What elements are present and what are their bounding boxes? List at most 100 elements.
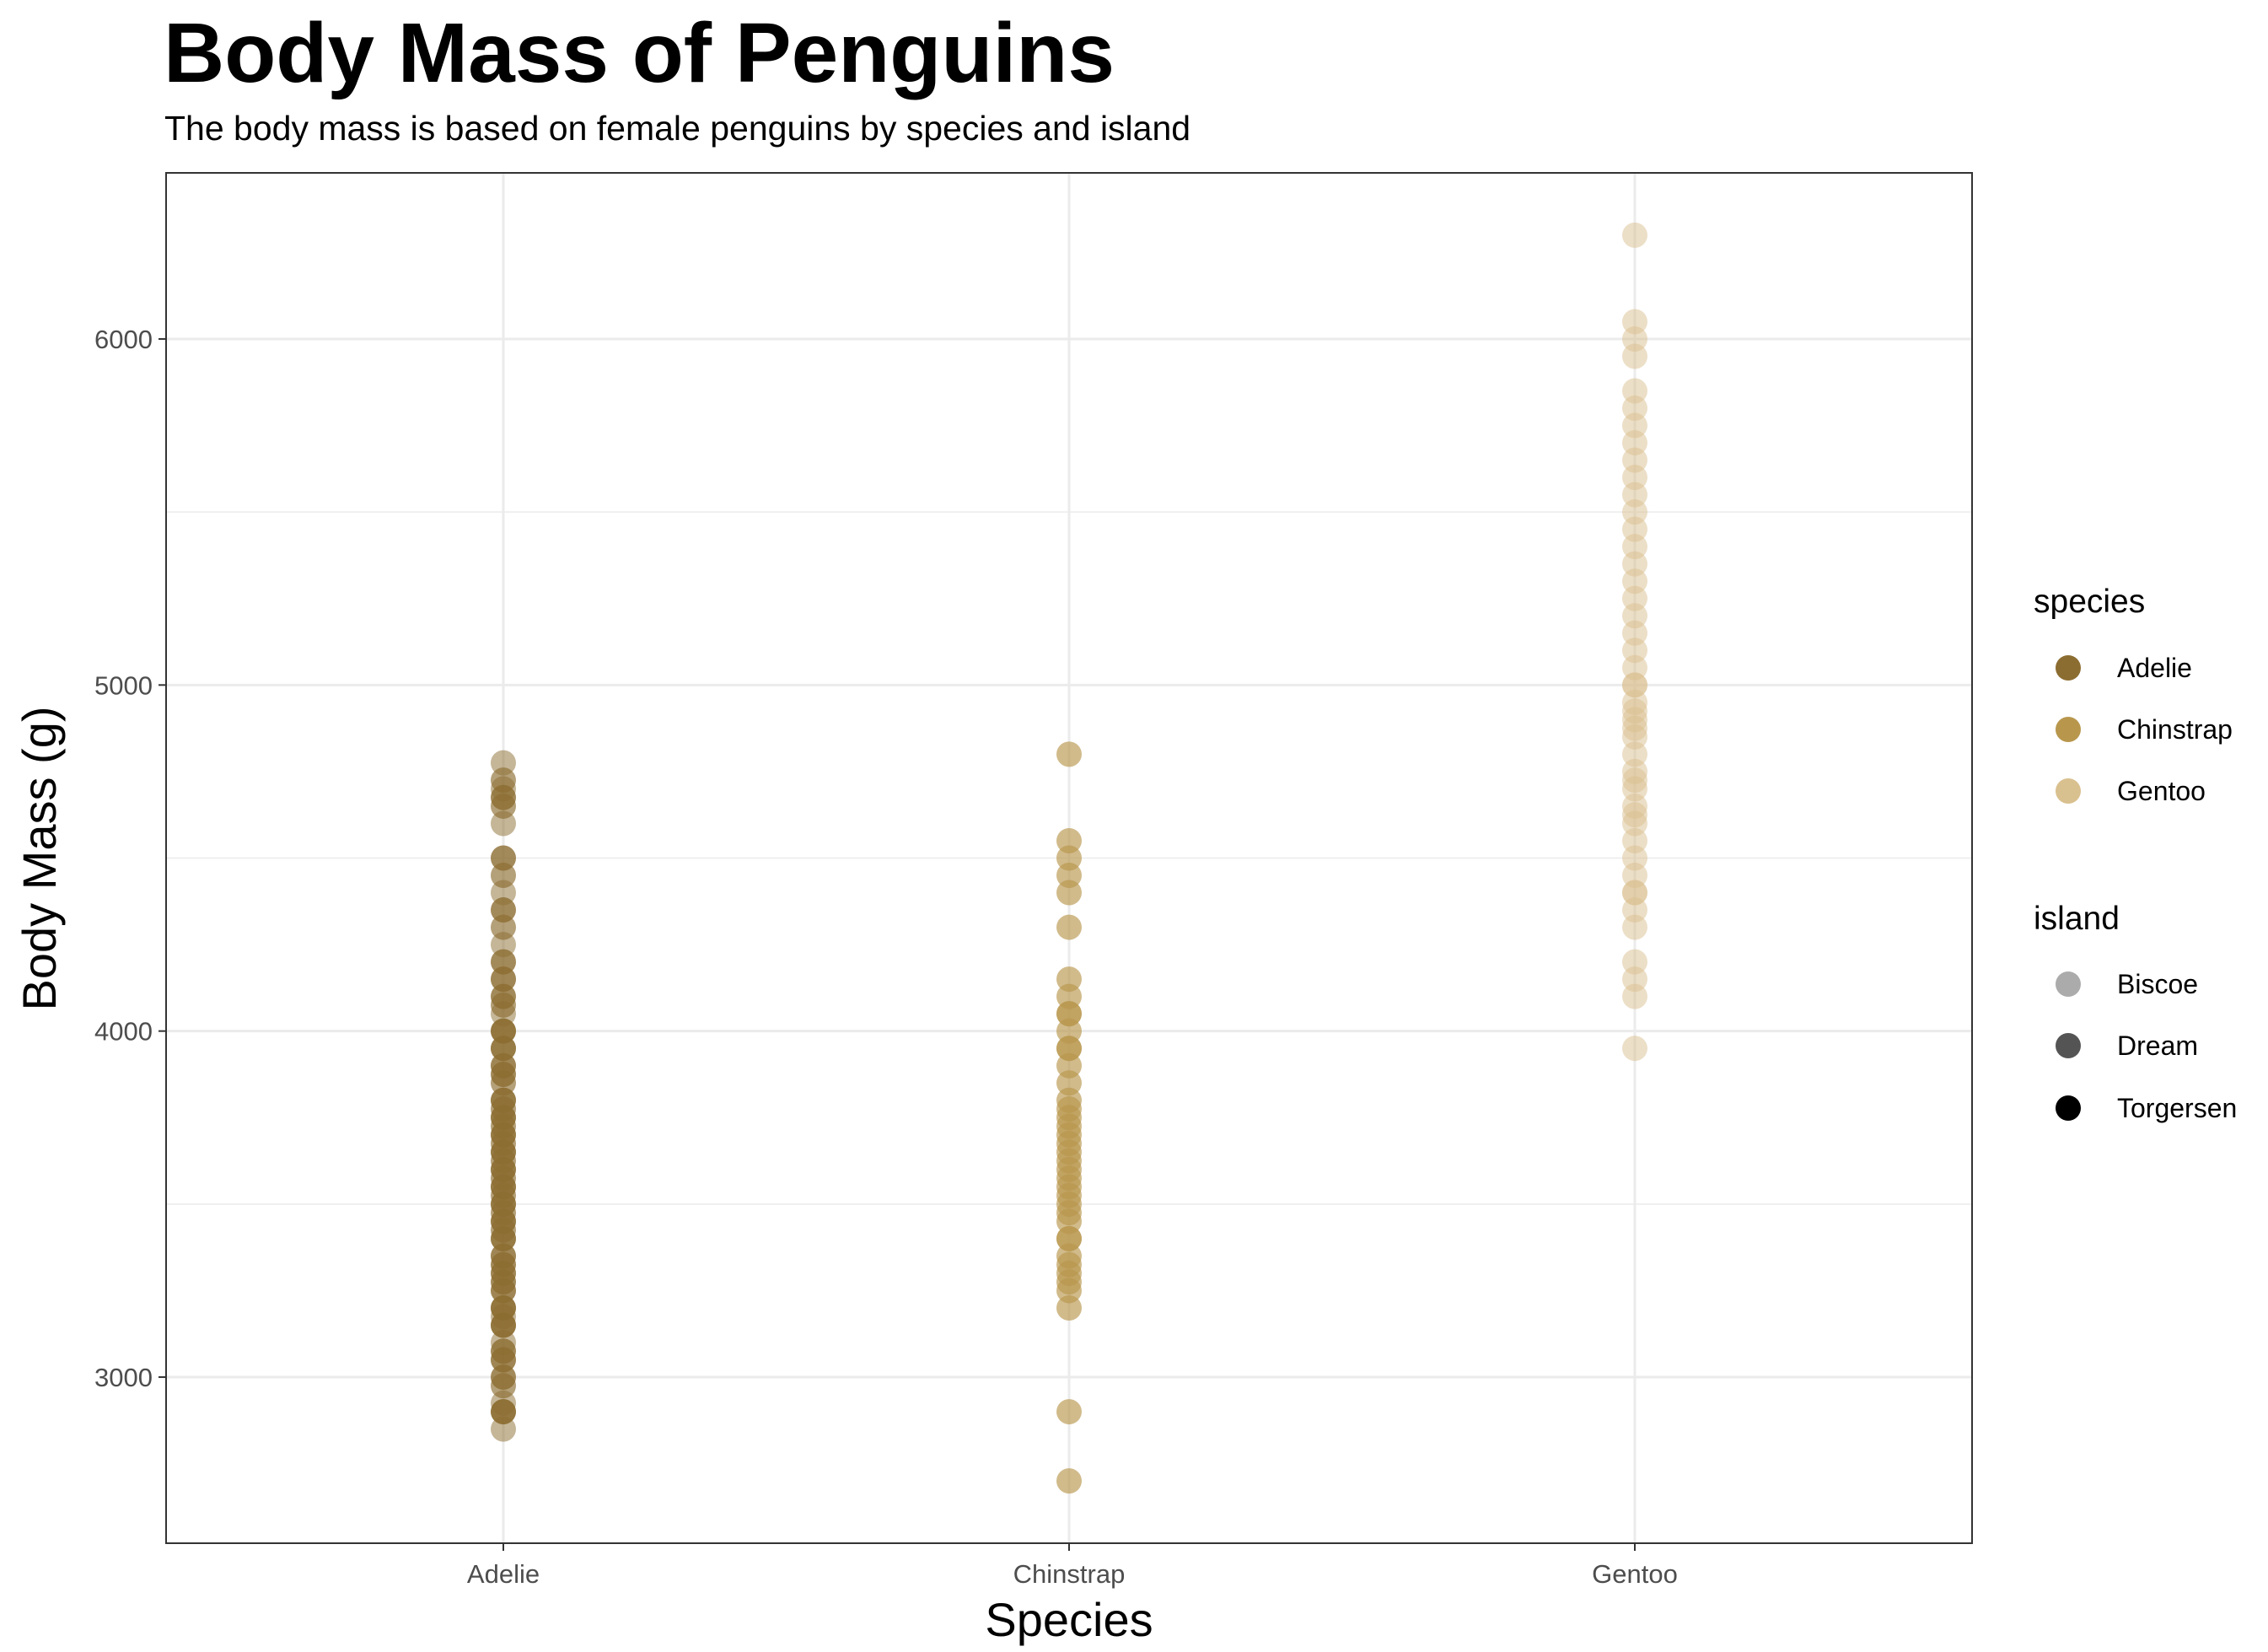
data-point-adelie	[491, 1294, 516, 1321]
data-point-chinstrap	[1056, 1294, 1082, 1321]
data-point-gentoo	[1622, 880, 1647, 906]
legend-label-torgersen: Torgersen	[2117, 1093, 2237, 1123]
legend-title-island: island	[2034, 901, 2120, 937]
y-tick-label: 5000	[94, 670, 153, 700]
data-point-gentoo	[1622, 914, 1647, 940]
data-point-adelie	[491, 1018, 516, 1044]
legend-key-chinstrap	[2056, 717, 2081, 742]
legend-label-chinstrap: Chinstrap	[2117, 714, 2233, 745]
y-tick-label: 3000	[94, 1363, 153, 1392]
y-axis-title: Body Mass (g)	[13, 707, 66, 1011]
data-point-adelie	[491, 845, 516, 871]
data-point-gentoo	[1622, 689, 1647, 715]
data-point-gentoo	[1622, 482, 1647, 508]
data-point-adelie	[491, 966, 516, 993]
data-point-gentoo	[1622, 447, 1647, 473]
data-point-gentoo	[1622, 741, 1647, 767]
data-point-chinstrap	[1056, 1052, 1082, 1079]
data-point-chinstrap	[1056, 1018, 1082, 1044]
data-point-chinstrap	[1056, 741, 1082, 767]
data-point-gentoo	[1622, 793, 1647, 819]
data-point-gentoo	[1622, 897, 1647, 923]
data-point-gentoo	[1622, 568, 1647, 595]
data-point-gentoo	[1622, 827, 1647, 853]
data-point-gentoo	[1622, 516, 1647, 542]
data-point-adelie	[491, 1390, 516, 1416]
y-tick-label: 6000	[94, 325, 153, 354]
data-point-gentoo	[1622, 551, 1647, 577]
data-point-gentoo	[1622, 638, 1647, 664]
data-point-adelie	[491, 914, 516, 940]
data-point-adelie	[491, 932, 516, 958]
legend-key-torgersen	[2056, 1095, 2081, 1121]
data-point-adelie	[491, 1364, 516, 1391]
data-point-gentoo	[1622, 396, 1647, 422]
data-point-gentoo	[1622, 1036, 1647, 1062]
data-point-gentoo	[1622, 430, 1647, 456]
data-point-gentoo	[1622, 672, 1647, 698]
data-point-gentoo	[1622, 222, 1647, 248]
data-point-adelie	[491, 1036, 516, 1062]
data-point-adelie	[491, 810, 516, 837]
chart-subtitle: The body mass is based on female penguin…	[164, 109, 1191, 148]
data-point-gentoo	[1622, 534, 1647, 560]
data-point-gentoo	[1622, 412, 1647, 439]
data-point-chinstrap	[1056, 827, 1082, 853]
data-point-chinstrap	[1056, 966, 1082, 993]
data-point-gentoo	[1622, 378, 1647, 404]
data-point-adelie	[491, 1329, 516, 1355]
legend-label-adelie: Adelie	[2117, 653, 2192, 683]
legend-label-dream: Dream	[2117, 1030, 2198, 1061]
data-point-adelie	[491, 1052, 516, 1079]
legend-label-gentoo: Gentoo	[2117, 776, 2206, 806]
data-point-chinstrap	[1056, 880, 1082, 906]
data-point-gentoo	[1622, 465, 1647, 491]
legend-key-biscoe	[2056, 971, 2081, 997]
data-point-adelie	[491, 983, 516, 1009]
data-point-chinstrap	[1056, 1225, 1082, 1251]
y-tick-label: 4000	[94, 1017, 153, 1047]
data-point-chinstrap	[1056, 914, 1082, 940]
data-point-adelie	[491, 1243, 516, 1269]
data-point-chinstrap	[1056, 863, 1082, 889]
data-point-chinstrap	[1056, 1070, 1082, 1096]
data-point-chinstrap	[1056, 1036, 1082, 1062]
x-tick-label: Adelie	[467, 1559, 540, 1589]
data-point-adelie	[491, 949, 516, 975]
data-point-adelie	[491, 880, 516, 906]
data-point-chinstrap	[1056, 1087, 1082, 1113]
data-point-gentoo	[1622, 326, 1647, 352]
data-points	[491, 222, 1647, 1494]
x-tick-label: Chinstrap	[1013, 1559, 1126, 1589]
data-point-chinstrap	[1056, 983, 1082, 1009]
legend-key-gentoo	[2056, 778, 2081, 804]
legend-key-adelie	[2056, 655, 2081, 681]
data-point-adelie	[491, 767, 516, 794]
data-point-adelie	[491, 1416, 516, 1442]
data-point-adelie	[491, 750, 516, 776]
data-point-chinstrap	[1056, 1001, 1082, 1027]
data-point-adelie	[491, 863, 516, 889]
data-point-gentoo	[1622, 949, 1647, 975]
data-point-gentoo	[1622, 603, 1647, 629]
data-point-adelie	[491, 1087, 516, 1113]
data-point-chinstrap	[1056, 845, 1082, 871]
data-point-gentoo	[1622, 654, 1647, 681]
data-point-gentoo	[1622, 585, 1647, 611]
data-point-gentoo	[1622, 343, 1647, 369]
data-point-gentoo	[1622, 620, 1647, 646]
data-point-gentoo	[1622, 863, 1647, 889]
data-point-gentoo	[1622, 499, 1647, 525]
data-point-gentoo	[1622, 845, 1647, 871]
data-point-chinstrap	[1056, 1399, 1082, 1425]
chart-title: Body Mass of Penguins	[164, 6, 1115, 100]
legend-title-species: species	[2034, 584, 2145, 620]
axes: 3000 4000 5000 6000 Adelie Chinstrap Gentoo	[94, 325, 1678, 1589]
data-point-adelie	[491, 897, 516, 923]
data-point-chinstrap	[1056, 1243, 1082, 1269]
data-point-gentoo	[1622, 309, 1647, 335]
legend-label-biscoe: Biscoe	[2117, 969, 2198, 999]
data-point-chinstrap	[1056, 1468, 1082, 1494]
data-point-gentoo	[1622, 983, 1647, 1009]
